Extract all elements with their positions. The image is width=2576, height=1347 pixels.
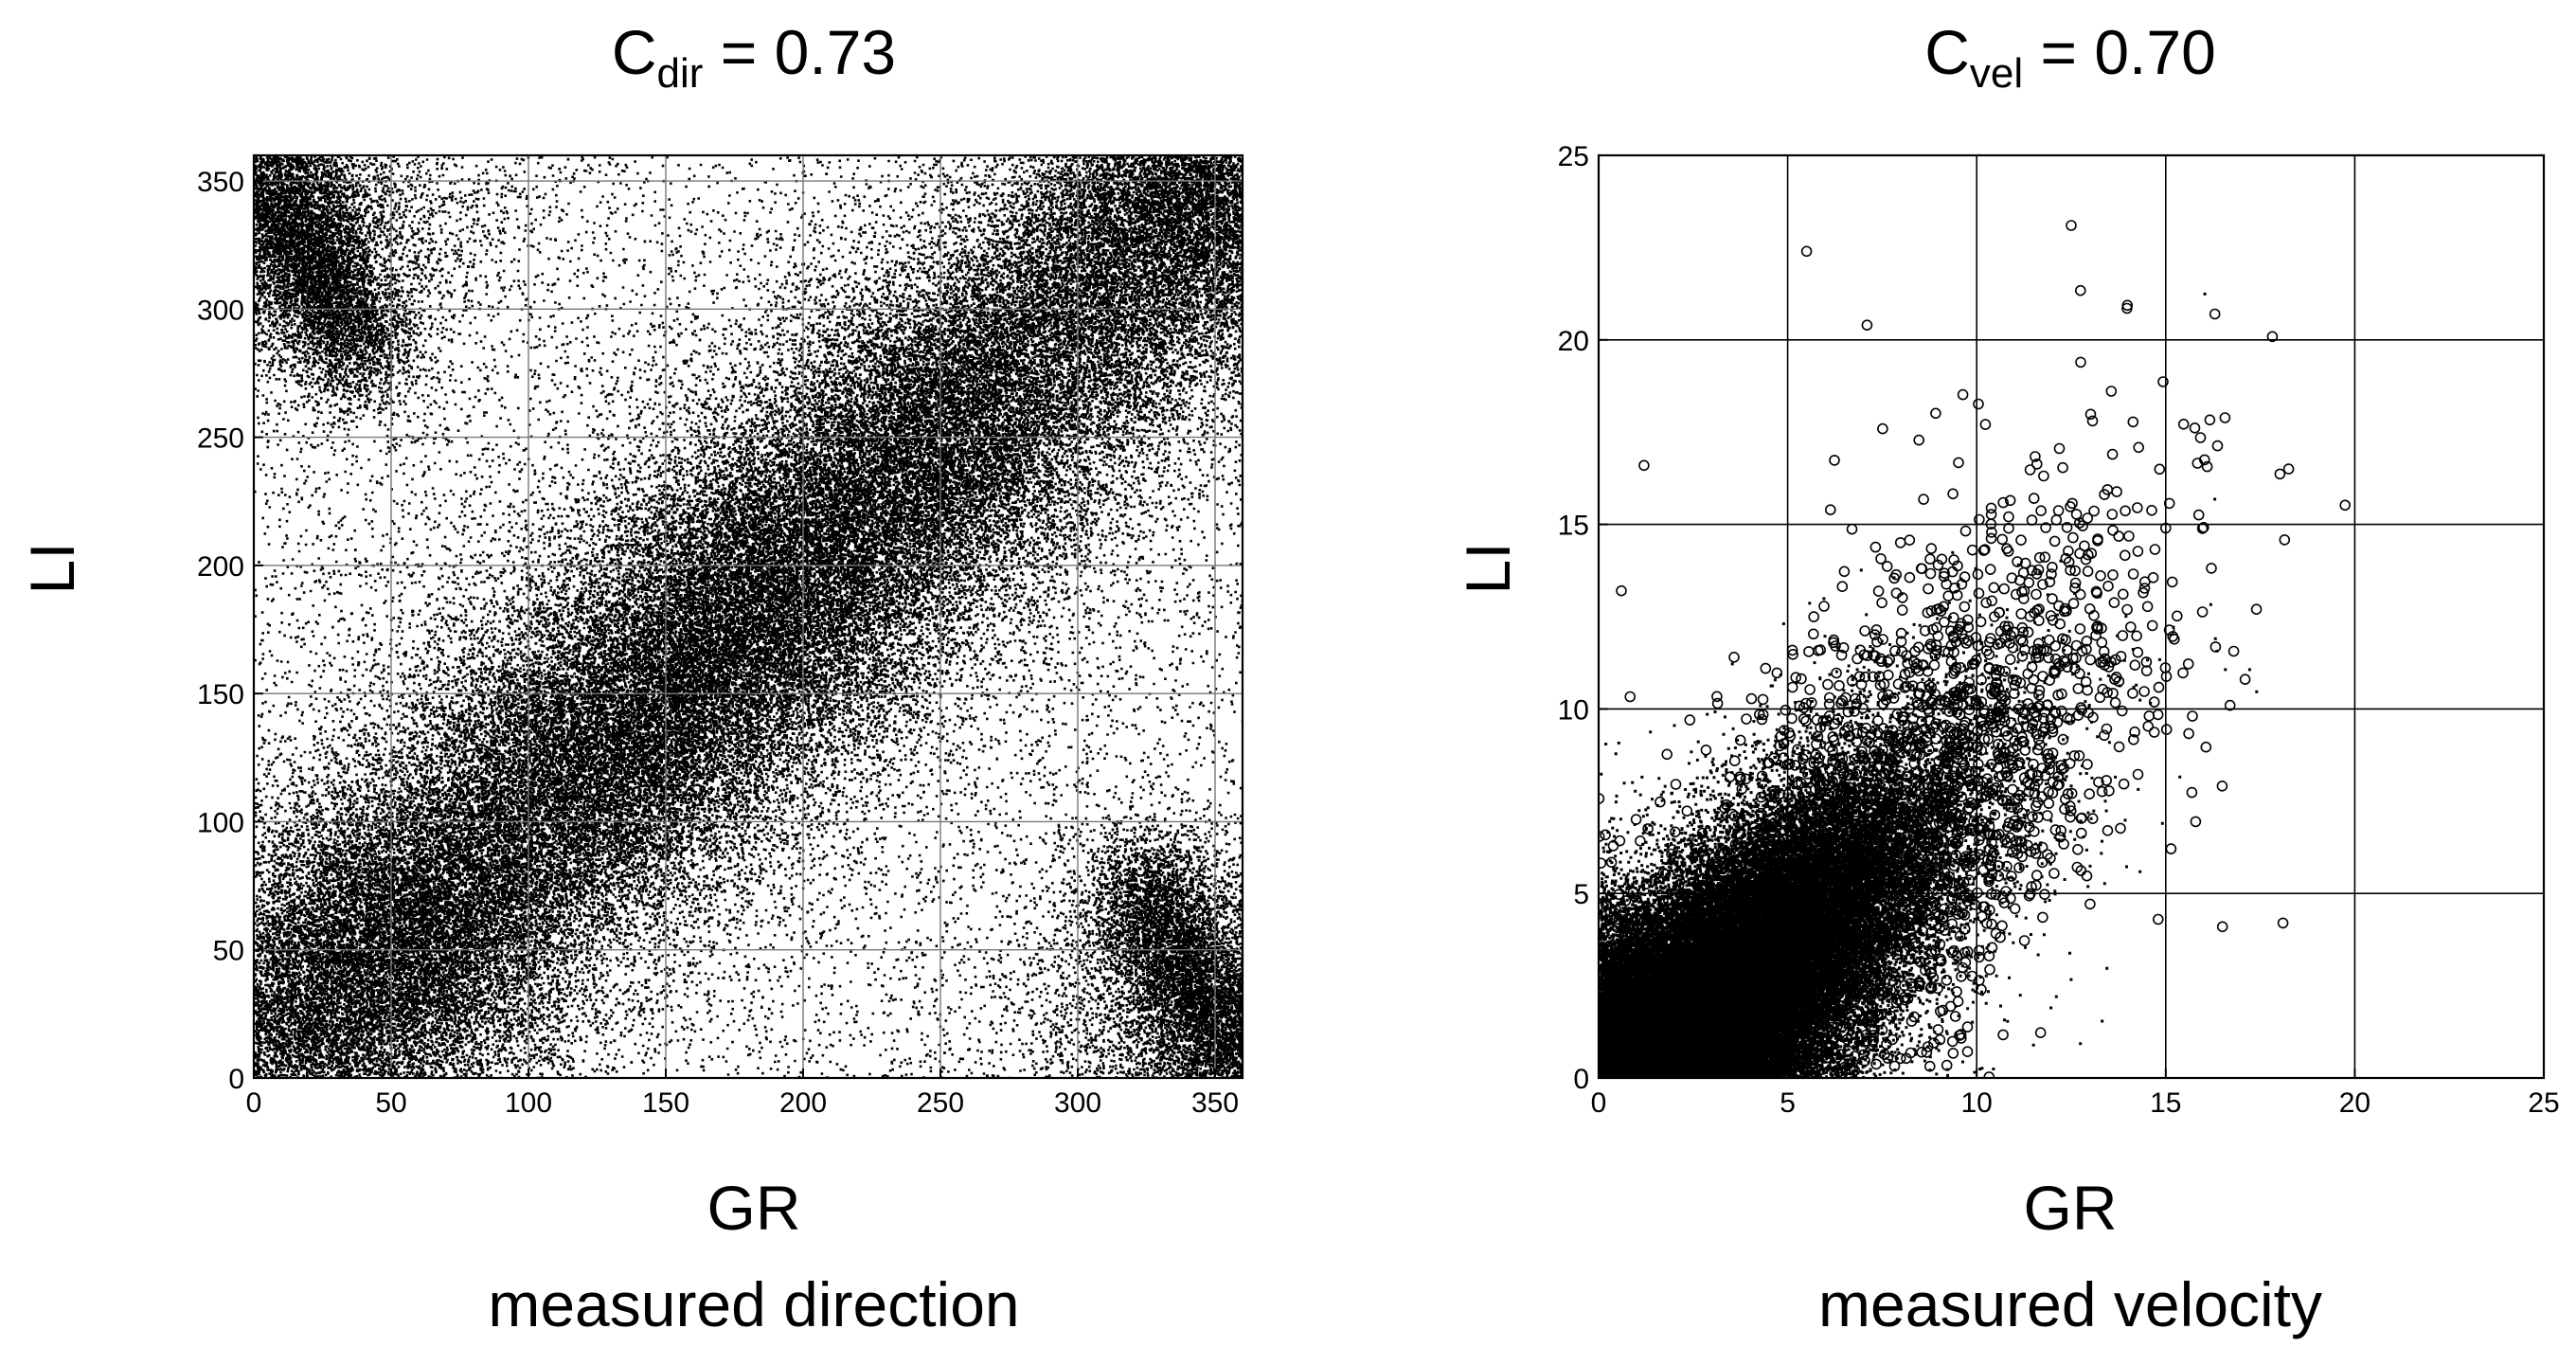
velocity-panel-title: Cvel = 0.70 xyxy=(1924,17,2216,97)
y-tick-label: 100 xyxy=(197,807,244,838)
x-tick-label: 50 xyxy=(375,1087,406,1119)
y-tick-label: 25 xyxy=(1558,141,1589,172)
y-tick-label: 5 xyxy=(1573,879,1589,910)
y-tick-label: 200 xyxy=(197,551,244,583)
y-tick-label: 250 xyxy=(197,423,244,455)
x-tick-label: 200 xyxy=(779,1087,827,1119)
x-tick-label: 20 xyxy=(2339,1087,2370,1119)
velocity-scatter-panel: Cvel = 0.70 0 5 10 15 20 25 0 5 10 15 20 25 LI GR m… xyxy=(1453,17,2560,1339)
x-tick-label: 25 xyxy=(2528,1087,2559,1119)
velocity-plot-area: 0 5 10 15 20 25 0 5 10 15 20 25 xyxy=(1558,141,2560,1119)
x-tick-label: 150 xyxy=(642,1087,689,1119)
direction-panel-title: Cdir = 0.73 xyxy=(612,17,896,97)
x-tick-label: 250 xyxy=(917,1087,964,1119)
x-tick-label: 0 xyxy=(1591,1087,1607,1119)
velocity-caption: measured velocity xyxy=(1818,1269,2322,1339)
direction-y-axis-label: LI xyxy=(17,542,87,594)
y-tick-label: 15 xyxy=(1558,511,1589,542)
x-tick-label: 5 xyxy=(1780,1087,1796,1119)
y-tick-label: 10 xyxy=(1558,694,1589,726)
x-tick-label: 15 xyxy=(2150,1087,2181,1119)
y-tick-label: 50 xyxy=(213,936,244,967)
x-tick-label: 100 xyxy=(505,1087,552,1119)
x-tick-label: 10 xyxy=(1961,1087,1993,1119)
y-tick-label: 150 xyxy=(197,679,244,710)
velocity-y-axis-label: LI xyxy=(1453,542,1523,594)
x-tick-label: 350 xyxy=(1191,1087,1239,1119)
x-tick-label: 300 xyxy=(1054,1087,1101,1119)
direction-plot-area: 0 50 100 150 200 250 300 350 0 50 100 150 200 250 300 3… xyxy=(197,155,1245,1119)
velocity-x-axis-label: GR xyxy=(2024,1173,2118,1243)
direction-scatter-panel: Cdir = 0.73 0 50 100 150 200 250 300 350 0 50 100 1… xyxy=(17,17,1245,1339)
x-tick-label: 0 xyxy=(246,1087,262,1119)
y-tick-label: 20 xyxy=(1558,326,1589,357)
y-tick-label: 0 xyxy=(228,1064,244,1095)
direction-caption: measured direction xyxy=(488,1269,1019,1339)
y-tick-label: 300 xyxy=(197,295,244,326)
y-tick-label: 350 xyxy=(197,167,244,198)
y-tick-label: 0 xyxy=(1573,1064,1589,1095)
direction-x-axis-label: GR xyxy=(707,1173,801,1243)
